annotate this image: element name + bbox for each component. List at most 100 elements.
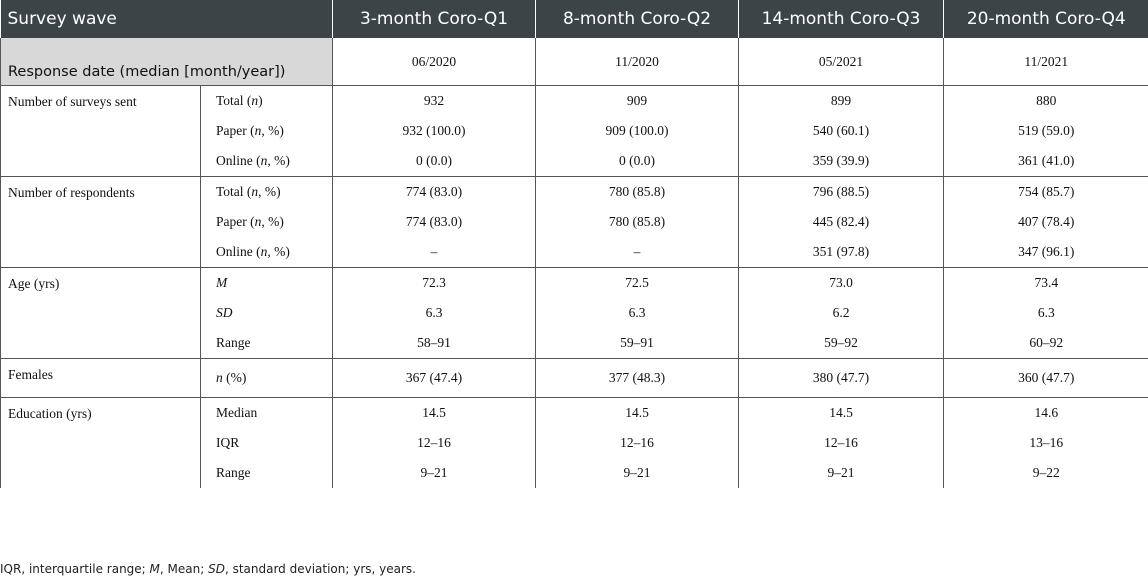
row-label-var: n bbox=[260, 244, 268, 259]
cell-value-q2: 909 bbox=[535, 85, 739, 116]
cell-value-q3: 73.0 bbox=[738, 267, 944, 298]
table-row: Females n (%) 367 (47.4) 377 (48.3) 380 (47.… bbox=[0, 358, 1148, 398]
table-row: SD 6.3 6.3 6.2 6.3 bbox=[1, 298, 1148, 328]
cell-value-q2: 6.3 bbox=[535, 298, 739, 328]
group-label: Number of surveys sent bbox=[0, 85, 201, 177]
cell-value-q2: – bbox=[535, 237, 739, 268]
row-label: Total (n, %) bbox=[199, 176, 333, 207]
response-date-q4: 11/2021 bbox=[943, 38, 1148, 86]
cell-value-q3: 796 (88.5) bbox=[738, 176, 944, 207]
table-row: Online (n, %) 0 (0.0) 0 (0.0) 359 (39.9) 361… bbox=[1, 146, 1148, 177]
row-label-var: M bbox=[216, 275, 228, 290]
cell-value-q1: 774 (83.0) bbox=[332, 176, 536, 207]
group-label: Number of respondents bbox=[0, 176, 201, 268]
cell-value-q1: 774 (83.0) bbox=[332, 207, 536, 237]
header-wave-q2: 8-month Coro-Q2 bbox=[535, 0, 739, 38]
row-label: IQR bbox=[199, 428, 333, 458]
row-label: Total (n) bbox=[199, 85, 333, 116]
row-label-pre: Paper ( bbox=[216, 214, 255, 229]
cell-value-q3: 445 (82.4) bbox=[738, 207, 944, 237]
row-label-var: n bbox=[254, 123, 262, 138]
row-label-var: SD bbox=[216, 305, 233, 320]
row-label-var: n bbox=[251, 93, 259, 108]
cell-value-q4: 519 (59.0) bbox=[943, 116, 1148, 146]
cell-value-q1: 72.3 bbox=[332, 267, 536, 298]
table-row: Number of surveys sent Total (n) 932 909 899… bbox=[0, 85, 1148, 177]
row-label-var: n bbox=[260, 153, 268, 168]
cell-value-q4: 14.6 bbox=[943, 397, 1148, 428]
table-row: Education (yrs) Median 14.5 14.5 14.5 14.6 bbox=[0, 397, 1148, 488]
header-wave-q1: 3-month Coro-Q1 bbox=[332, 0, 536, 38]
cell-value-q3: 12–16 bbox=[738, 428, 944, 458]
table-row: Online (n, %) – –351 (97.8) 347 (96.1) bbox=[1, 237, 1148, 268]
row-label: Paper (n, %) bbox=[199, 207, 333, 237]
cell-value-q4: 13–16 bbox=[943, 428, 1148, 458]
header-survey-wave: Survey wave bbox=[0, 0, 333, 38]
cell-value-q4: 361 (41.0) bbox=[943, 146, 1148, 177]
group-label: Education (yrs) bbox=[0, 397, 201, 488]
cell-value-q4: 73.4 bbox=[943, 267, 1148, 298]
cell-value-q4: 9–22 bbox=[943, 458, 1148, 488]
cell-value-q1: 932 (100.0) bbox=[332, 116, 536, 146]
row-label-post: , %) bbox=[267, 244, 290, 259]
group-label: Age (yrs) bbox=[0, 267, 201, 359]
header-wave-q3: 14-month Coro-Q3 bbox=[738, 0, 944, 38]
cell-value-q1: 14.5 bbox=[332, 397, 536, 428]
cell-value-q1: 932 bbox=[332, 85, 536, 116]
row-label-pre: Total ( bbox=[216, 93, 252, 108]
row-label-post: , %) bbox=[258, 184, 281, 199]
cell-value-q4: 880 bbox=[943, 85, 1148, 116]
cell-value-q4: 407 (78.4) bbox=[943, 207, 1148, 237]
cell-value-q3: 59–92 bbox=[738, 328, 944, 359]
cell-value-q2: 9–21 bbox=[535, 458, 739, 488]
table-body: Number of surveys sent Total (n) 932 909 899… bbox=[0, 85, 1148, 488]
row-label: n (%) bbox=[199, 358, 333, 398]
row-label-pre: Range bbox=[216, 335, 251, 350]
row-label-pre: Range bbox=[216, 465, 251, 480]
response-date-q3: 05/2021 bbox=[738, 38, 944, 86]
row-label-var: n bbox=[216, 370, 223, 385]
cell-value-q2: 909 (100.0) bbox=[535, 116, 739, 146]
row-label-pre: Paper ( bbox=[216, 123, 255, 138]
row-label-var: n bbox=[254, 214, 262, 229]
table-row: Paper (n, %) 774 (83.0) 780 (85.8) 445 (82.… bbox=[1, 207, 1148, 237]
response-date-q1: 06/2020 bbox=[332, 38, 536, 86]
cell-value-q1: – bbox=[332, 237, 536, 268]
cell-value-q1: 9–21 bbox=[332, 458, 536, 488]
cell-value-q2: 72.5 bbox=[535, 267, 739, 298]
table-row: IQR 12–16 12–16 12–16 13–16 bbox=[1, 428, 1148, 458]
table-container: Survey wave 3-month Coro-Q1 8-month Coro… bbox=[0, 0, 1148, 488]
cell-value-q1: 367 (47.4) bbox=[332, 358, 536, 398]
row-label: Median bbox=[199, 397, 333, 428]
cell-value-q2: 780 (85.8) bbox=[535, 207, 739, 237]
row-label-var: n bbox=[251, 184, 259, 199]
demographics-table: Survey wave 3-month Coro-Q1 8-month Coro… bbox=[0, 0, 1148, 488]
table-row: Number of respondents Total (n, %) 774 (83… bbox=[0, 176, 1148, 268]
header-row: Survey wave 3-month Coro-Q1 8-month Coro… bbox=[0, 0, 1148, 38]
row-label-pre: Online ( bbox=[216, 153, 261, 168]
response-date-label: Response date (median [month/year]) bbox=[0, 38, 333, 86]
row-label-pre: IQR bbox=[216, 435, 240, 450]
cell-value-q3: 351 (97.8) bbox=[738, 237, 944, 268]
row-label: Online (n, %) bbox=[199, 146, 333, 177]
row-label: Online (n, %) bbox=[199, 237, 333, 268]
row-label: Paper (n, %) bbox=[199, 116, 333, 146]
cell-value-q3: 380 (47.7) bbox=[738, 358, 944, 398]
cell-value-q4: 754 (85.7) bbox=[943, 176, 1148, 207]
row-label: SD bbox=[199, 298, 333, 328]
cell-value-q1: 12–16 bbox=[332, 428, 536, 458]
cell-value-q3: 540 (60.1) bbox=[738, 116, 944, 146]
cell-value-q4: 360 (47.7) bbox=[943, 358, 1148, 398]
cell-value-q4: 347 (96.1) bbox=[943, 237, 1148, 268]
cell-value-q1: 58–91 bbox=[332, 328, 536, 359]
table-row: Range 58–91 59–91 59–92 60–92 bbox=[1, 328, 1148, 359]
row-label: Range bbox=[199, 458, 333, 488]
header-wave-q4: 20-month Coro-Q4 bbox=[943, 0, 1148, 38]
row-label-post: ) bbox=[258, 93, 263, 108]
group-label: Females bbox=[0, 358, 201, 398]
row-label-post: (%) bbox=[222, 370, 247, 385]
cell-value-q3: 14.5 bbox=[738, 397, 944, 428]
row-label-post: , %) bbox=[261, 123, 284, 138]
table-row: Range 9–21 9–21 9–21 9–22 bbox=[1, 458, 1148, 488]
cell-value-q2: 59–91 bbox=[535, 328, 739, 359]
